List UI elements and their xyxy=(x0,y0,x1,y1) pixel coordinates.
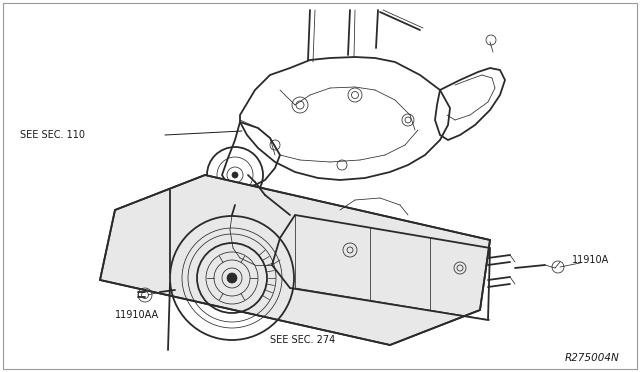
Text: 11910AA: 11910AA xyxy=(115,310,159,320)
Text: R275004N: R275004N xyxy=(565,353,620,363)
Polygon shape xyxy=(100,175,490,345)
Text: SEE SEC. 110: SEE SEC. 110 xyxy=(20,130,85,140)
Circle shape xyxy=(232,172,238,178)
Circle shape xyxy=(227,273,237,283)
Text: SEE SEC. 274: SEE SEC. 274 xyxy=(270,335,335,345)
Text: 11910A: 11910A xyxy=(572,255,609,265)
